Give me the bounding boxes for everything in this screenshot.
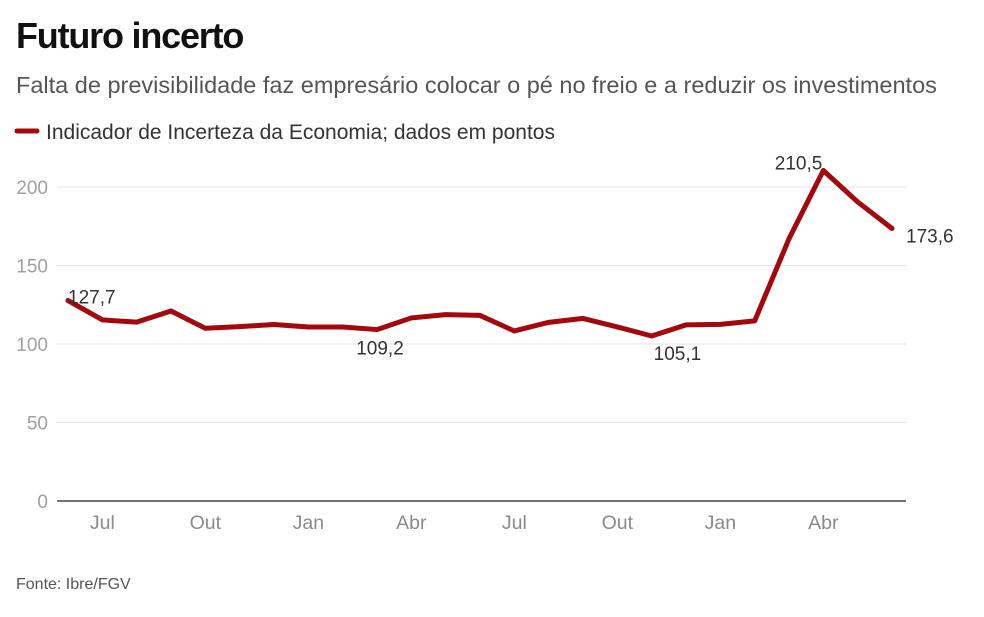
series-group <box>65 168 895 339</box>
data-point <box>580 316 586 321</box>
data-point <box>477 313 483 318</box>
y-tick-label: 150 <box>16 257 48 278</box>
data-point <box>443 312 449 318</box>
data-point <box>134 319 140 325</box>
data-point <box>546 319 552 325</box>
x-tick-label: Out <box>602 512 634 534</box>
data-labels: 127,7 109,2 105,1 210,5 173,6 <box>68 154 954 365</box>
data-point <box>717 321 723 327</box>
x-tick-label: Jul <box>90 512 115 534</box>
data-point <box>271 322 277 327</box>
y-axis: 0 50 100 150 200 <box>16 178 48 513</box>
data-label: 173,6 <box>906 226 954 247</box>
y-tick-label: 200 <box>16 178 48 199</box>
data-point <box>99 317 105 323</box>
data-point <box>614 324 620 330</box>
data-point <box>511 328 517 334</box>
legend-label: Indicador de Incerteza da Economia; dado… <box>46 121 555 144</box>
x-tick-label: Jan <box>705 512 736 534</box>
y-tick-label: 50 <box>27 414 48 435</box>
data-point <box>786 236 792 242</box>
data-point <box>374 327 380 332</box>
y-tick-label: 100 <box>16 335 48 356</box>
data-point <box>889 226 895 231</box>
data-label: 109,2 <box>356 339 404 360</box>
chart-title: Futuro incerto <box>16 15 243 56</box>
data-point <box>237 324 243 329</box>
x-tick-label: Jul <box>502 512 527 534</box>
data-label: 127,7 <box>68 288 116 309</box>
data-point <box>65 298 71 303</box>
data-label: 210,5 <box>775 154 823 175</box>
y-tick-label: 0 <box>37 492 48 513</box>
data-point <box>752 318 758 324</box>
data-point <box>202 325 208 331</box>
x-axis: Jul Out Jan Abr Jul Out Jan Abr <box>90 512 839 534</box>
series-line <box>65 168 895 339</box>
chart-subtitle: Falta de previsibilidade faz empresário … <box>16 72 937 98</box>
data-point <box>340 324 346 330</box>
data-label: 105,1 <box>654 344 702 365</box>
x-tick-label: Abr <box>808 512 839 534</box>
data-point <box>683 322 689 328</box>
data-point <box>820 168 826 173</box>
data-point <box>855 199 861 205</box>
data-point <box>408 315 414 321</box>
x-tick-label: Jan <box>293 512 324 534</box>
x-tick-label: Abr <box>396 512 427 534</box>
x-tick-label: Out <box>190 512 222 534</box>
data-point <box>649 333 655 339</box>
gridlines <box>57 186 906 502</box>
data-point <box>168 308 174 314</box>
data-point <box>305 324 311 330</box>
source-note: Fonte: Ibre/FGV <box>16 576 131 593</box>
legend: Indicador de Incerteza da Economia; dado… <box>14 121 555 144</box>
